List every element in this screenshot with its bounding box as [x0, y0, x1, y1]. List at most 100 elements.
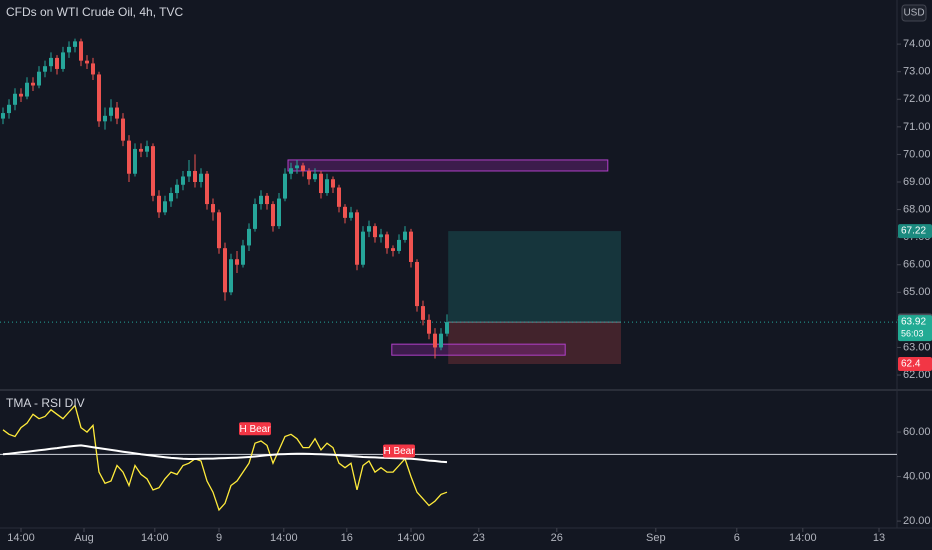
candle-body — [325, 179, 329, 194]
y-tick-label: 62.00 — [903, 369, 931, 381]
candle-body — [73, 41, 77, 47]
candle-body — [55, 57, 59, 69]
annotation: H Bear — [239, 422, 271, 436]
candle-body — [223, 248, 227, 293]
candle-body — [43, 66, 47, 72]
y-tick-label: 72.00 — [903, 93, 931, 105]
candle-body — [271, 204, 275, 227]
candle-body — [415, 261, 419, 307]
currency-box[interactable] — [901, 4, 927, 22]
candle-body — [385, 234, 389, 249]
candle-body — [187, 170, 191, 177]
candle-body — [247, 228, 251, 246]
candle-body — [25, 82, 29, 97]
candle-body — [439, 333, 443, 348]
x-tick-label: 16 — [341, 532, 353, 544]
candle-body — [337, 187, 341, 207]
x-tick-label: 6 — [734, 532, 740, 544]
candle-body — [355, 212, 359, 265]
candle-body — [433, 333, 437, 348]
candle-body — [343, 206, 347, 218]
candle-body — [163, 201, 167, 213]
indicator-line — [2, 444, 448, 464]
candle-body — [427, 319, 431, 334]
x-tick-label: 13 — [873, 532, 885, 544]
candle-body — [13, 93, 17, 105]
candle-body — [421, 306, 425, 320]
candle-body — [151, 146, 155, 196]
x-tick-label: Sep — [646, 532, 666, 544]
price-badge-label: 67.22 — [901, 226, 926, 237]
candle-body — [373, 226, 377, 238]
candle-body — [85, 60, 89, 64]
candle-body — [67, 46, 71, 53]
candle-body — [19, 93, 23, 97]
zone — [287, 159, 609, 172]
candle-body — [169, 193, 173, 202]
candle-body — [145, 146, 149, 152]
y-tick-label: 65.00 — [903, 286, 931, 298]
stop-zone — [448, 322, 621, 365]
candle-body — [79, 41, 83, 61]
x-tick-label: 14:00 — [397, 532, 425, 544]
candle-body — [31, 82, 35, 86]
x-tick-label: 14:00 — [789, 532, 817, 544]
candle-body — [193, 170, 197, 183]
candle-body — [445, 322, 449, 334]
candle-body — [331, 179, 335, 188]
candle-body — [265, 195, 269, 205]
currency: USD — [903, 8, 924, 19]
price-badge — [898, 315, 932, 342]
candle-body — [205, 173, 209, 205]
candle-body — [349, 212, 353, 218]
annotation-box — [239, 422, 271, 436]
y2-tick-label: 60.00 — [903, 426, 931, 438]
x-tick-label: 14:00 — [270, 532, 298, 544]
candle-body — [301, 165, 305, 171]
price-badge — [898, 357, 932, 372]
candle-body — [403, 231, 407, 240]
candle-body — [379, 234, 383, 238]
candle-body — [115, 107, 119, 119]
candle-body — [229, 259, 233, 293]
candle-body — [91, 63, 95, 75]
x-tick-label: Aug — [74, 532, 94, 544]
candle-body — [133, 148, 137, 174]
candle-body — [367, 226, 371, 232]
candle-body — [253, 204, 257, 229]
candle-body — [103, 115, 107, 122]
candle-body — [241, 245, 245, 265]
candle-body — [283, 173, 287, 199]
x-tick-label: 14:00 — [7, 532, 35, 544]
y-tick-label: 70.00 — [903, 148, 931, 160]
candle-body — [139, 148, 143, 152]
y-tick-label: 74.00 — [903, 38, 931, 50]
y-tick-label: 73.00 — [903, 66, 931, 78]
candle-body — [49, 57, 53, 67]
y-tick-label: 66.00 — [903, 259, 931, 271]
y2-tick-label: 40.00 — [903, 470, 931, 482]
candle-body — [37, 71, 41, 86]
candle-body — [277, 198, 281, 227]
candle-body — [397, 239, 401, 251]
x-tick-label: 9 — [216, 532, 222, 544]
price-badge — [898, 224, 932, 239]
candle-body — [295, 165, 299, 169]
candle-body — [181, 176, 185, 185]
countdown-label: 56:03 — [901, 328, 924, 338]
candle-body — [259, 195, 263, 205]
x-tick-label: 23 — [473, 532, 485, 544]
y-tick-label: 68.00 — [903, 203, 931, 215]
candle-body — [97, 74, 101, 122]
y-tick-label: 71.00 — [903, 121, 931, 133]
candle-body — [127, 140, 131, 174]
candle-body — [157, 195, 161, 213]
price-badge-label: 62.4 — [901, 359, 921, 370]
annotation-label: H Bear — [383, 446, 415, 457]
annotation-box — [383, 444, 415, 458]
candle-body — [121, 118, 125, 141]
candle-body — [313, 173, 317, 180]
x-tick-label: 14:00 — [141, 532, 169, 544]
indicator-title: TMA - RSI DIV — [6, 396, 85, 410]
indicator-line — [2, 404, 448, 512]
